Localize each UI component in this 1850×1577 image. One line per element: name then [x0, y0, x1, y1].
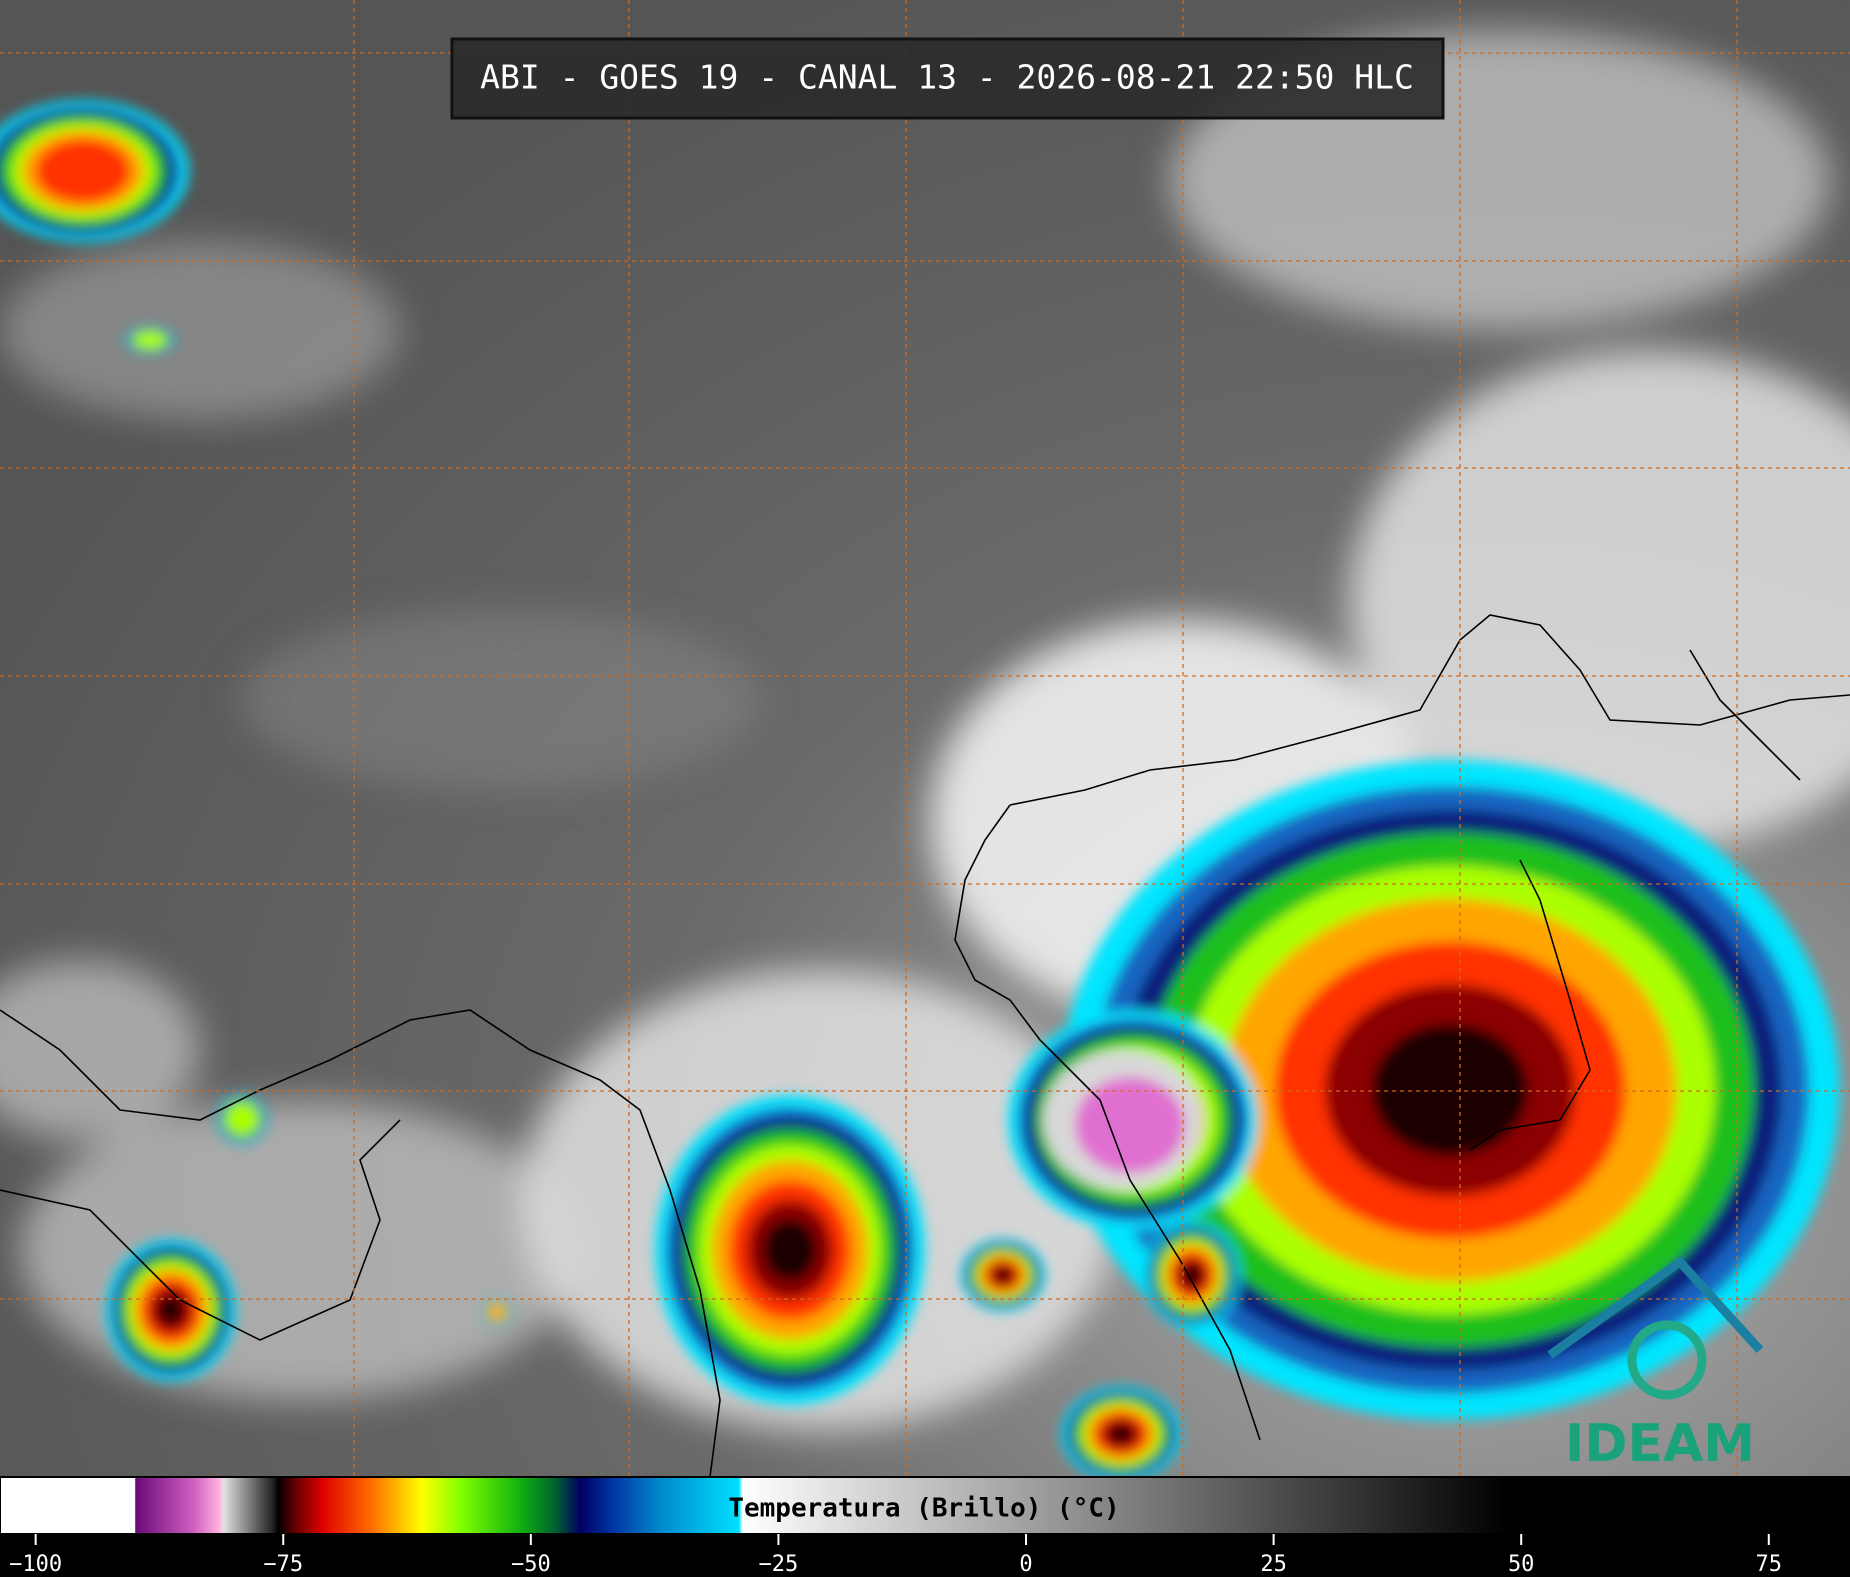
title: ABI - GOES 19 - CANAL 13 - 2026-08-21 22…: [480, 58, 1414, 97]
logo: IDEAM: [1547, 1256, 1764, 1474]
storm-ring: [35, 139, 131, 203]
tick-label: 50: [1508, 1552, 1535, 1577]
tick-label: −75: [263, 1552, 303, 1577]
storm-ring: [994, 1267, 1012, 1283]
storm-ring: [1372, 1024, 1528, 1156]
title-box: [450, 37, 1445, 120]
storm-ring: [1182, 1264, 1202, 1286]
logo-text: IDEAM: [1565, 1414, 1755, 1474]
logo-roof: [1547, 1256, 1764, 1359]
tick-label: 0: [1019, 1552, 1032, 1577]
map: [0, 0, 1850, 1477]
tick-label: 75: [1756, 1552, 1783, 1577]
colorbar: Temperatura (Brillo) (°C) −100 −75 −50 −25 0…: [0, 1476, 1850, 1577]
logo-swirl: [1627, 1320, 1707, 1400]
tick-label: −50: [511, 1552, 551, 1577]
storm-ring: [225, 1102, 259, 1136]
storm-cells: [0, 100, 1840, 1477]
graticule: [0, 0, 1850, 1477]
storm-ring: [1109, 1424, 1133, 1444]
tick-label: 25: [1260, 1552, 1287, 1577]
colorbar-label: Temperatura (Brillo) (°C): [728, 1494, 1119, 1524]
storm-ring: [488, 1303, 506, 1321]
clouds: [0, 30, 1850, 1430]
colorbar-bar: [0, 1476, 1850, 1535]
storm-ring: [763, 1219, 817, 1281]
storm-ring: [158, 1295, 184, 1325]
tick-label: −25: [759, 1552, 799, 1577]
storm-ring: [133, 330, 167, 350]
coldest-top: [1075, 1077, 1185, 1173]
coastlines: [0, 614, 1850, 1477]
tick-label: −100: [9, 1552, 62, 1577]
